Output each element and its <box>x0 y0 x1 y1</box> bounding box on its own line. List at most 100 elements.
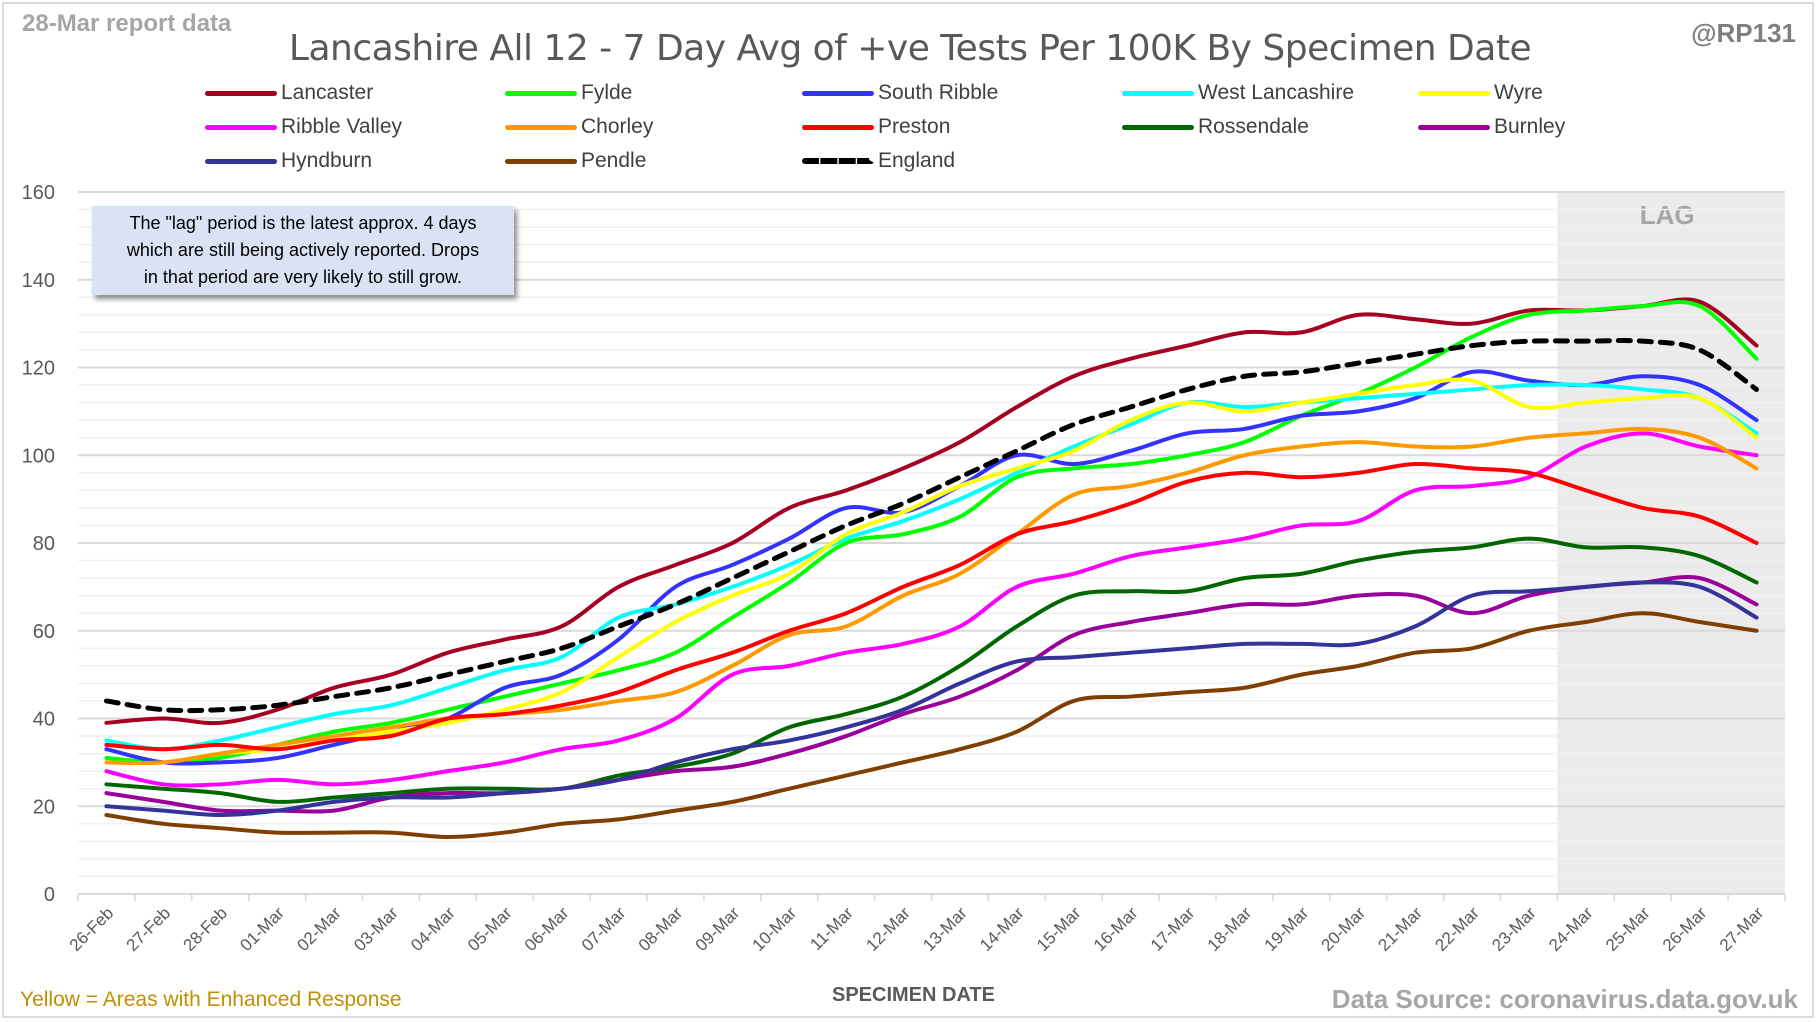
legend-item-rossendale: Rossendale <box>1122 112 1309 142</box>
legend-item-preston: Preston <box>802 112 950 142</box>
x-tick-label: 27-Mar <box>1716 903 1768 955</box>
lag-label: LAG <box>1640 200 1695 230</box>
x-tick-label: 23-Mar <box>1488 903 1540 955</box>
legend-label: Lancaster <box>281 81 374 104</box>
legend-item-ribble-valley: Ribble Valley <box>205 112 402 142</box>
x-tick-label: 11-Mar <box>806 903 857 954</box>
series-line-fylde <box>104 300 1759 765</box>
legend-swatch <box>802 90 874 96</box>
legend-label: Preston <box>878 115 951 138</box>
x-tick-label: 17-Mar <box>1147 903 1199 955</box>
y-tick-label: 140 <box>22 270 55 292</box>
x-tick-label: 15-Mar <box>1033 903 1085 955</box>
y-tick-label: 60 <box>33 621 55 643</box>
legend-item-west-lancashire: West Lancashire <box>1122 78 1354 108</box>
legend-swatch <box>1122 124 1194 130</box>
x-tick-label: 27-Feb <box>123 903 175 955</box>
data-source-label: Data Source: coronavirus.data.gov.uk <box>1331 984 1798 1014</box>
lag-annotation-box: The "lag" period is the latest approx. 4… <box>92 206 514 295</box>
x-tick-label: 22-Mar <box>1431 903 1483 955</box>
legend-label: West Lancashire <box>1198 81 1355 104</box>
legend-item-hyndburn: Hyndburn <box>205 146 372 176</box>
legend-swatch <box>802 158 874 164</box>
x-tick-label: 25-Mar <box>1602 903 1654 955</box>
annotation-line-2: which are still being actively reported.… <box>126 240 480 260</box>
series-line-west-lancashire <box>104 382 1759 752</box>
x-tick-label: 02-Mar <box>293 903 345 955</box>
series-line-burnley <box>104 575 1759 814</box>
y-tick-label: 0 <box>44 884 55 906</box>
series-line-lancaster <box>104 297 1759 726</box>
legend-item-pendle: Pendle <box>505 146 646 176</box>
legend-swatch <box>205 158 277 164</box>
legend-swatch <box>505 90 577 96</box>
y-tick-label: 80 <box>33 533 55 555</box>
legend-swatch <box>1418 124 1490 130</box>
legend-label: Pendle <box>581 149 647 172</box>
legend-item-wyre: Wyre <box>1418 78 1543 108</box>
chart-title: Lancashire All 12 - 7 Day Avg of +ve Tes… <box>288 28 1532 69</box>
y-tick-label: 40 <box>33 709 55 731</box>
legend-item-england: England <box>802 146 955 176</box>
enhanced-response-note: Yellow = Areas with Enhanced Response <box>20 988 402 1011</box>
legend-label: England <box>878 149 956 172</box>
y-tick-label: 160 <box>22 182 55 204</box>
x-tick-label: 12-Mar <box>862 903 914 955</box>
x-tick-label: 19-Mar <box>1261 903 1313 955</box>
x-tick-label: 10-Mar <box>749 903 801 955</box>
x-tick-label: 07-Mar <box>578 903 630 955</box>
annotation-line-3: in that period are very likely to still … <box>143 267 463 287</box>
legend-swatch <box>505 124 577 130</box>
series-line-ribble-valley <box>104 431 1759 788</box>
series-line-england <box>103 338 1760 714</box>
legend-label: Rossendale <box>1198 115 1309 138</box>
x-tick-label: 24-Mar <box>1545 903 1597 955</box>
series-line-preston <box>104 461 1759 752</box>
legend-swatch <box>205 124 277 130</box>
legend-item-lancaster: Lancaster <box>205 78 373 108</box>
x-tick-label: 01-Mar <box>236 903 288 955</box>
x-tick-label: 26-Feb <box>66 903 118 955</box>
series-line-chorley <box>104 426 1759 766</box>
legend-label: Hyndburn <box>281 149 373 172</box>
legend-label: Wyre <box>1494 81 1543 104</box>
x-axis-title: SPECIMEN DATE <box>832 984 995 1006</box>
x-tick-label: 21-Mar <box>1374 903 1426 955</box>
legend-label: South Ribble <box>878 81 999 104</box>
series-line-rossendale <box>104 536 1759 804</box>
x-tick-label: 09-Mar <box>692 903 744 955</box>
legend-item-south-ribble: South Ribble <box>802 78 998 108</box>
legend-swatch <box>802 124 874 130</box>
author-handle: @RP131 <box>1691 18 1796 48</box>
x-tick-label: 05-Mar <box>464 903 516 955</box>
legend-swatch <box>1122 90 1194 96</box>
x-tick-label: 13-Mar <box>919 903 971 955</box>
x-tick-label: 14-Mar <box>976 903 1028 955</box>
legend-label: Fylde <box>581 81 633 104</box>
y-tick-label: 20 <box>33 796 55 818</box>
legend-label: Burnley <box>1494 115 1566 138</box>
x-tick-label: 04-Mar <box>407 903 459 955</box>
x-tick-label: 03-Mar <box>350 903 402 955</box>
legend-item-fylde: Fylde <box>505 78 632 108</box>
series-line-pendle <box>104 611 1759 839</box>
legend-swatch <box>505 158 577 164</box>
legend-swatch <box>1418 90 1490 96</box>
x-tick-label: 06-Mar <box>521 903 573 955</box>
x-tick-label: 08-Mar <box>635 903 687 955</box>
x-tick-label: 20-Mar <box>1318 903 1370 955</box>
annotation-line-1: The "lag" period is the latest approx. 4… <box>129 213 477 233</box>
y-tick-label: 100 <box>22 445 55 467</box>
legend-item-burnley: Burnley <box>1418 112 1565 142</box>
legend-label: Ribble Valley <box>281 115 403 138</box>
x-tick-label: 26-Mar <box>1659 903 1711 955</box>
legend-item-chorley: Chorley <box>505 112 653 142</box>
x-tick-label: 16-Mar <box>1090 903 1142 955</box>
x-tick-label: 28-Feb <box>180 903 232 955</box>
series-line-hyndburn <box>104 580 1759 818</box>
y-tick-label: 120 <box>22 358 55 380</box>
series-line-wyre <box>104 377 1759 766</box>
legend-swatch <box>205 90 277 96</box>
